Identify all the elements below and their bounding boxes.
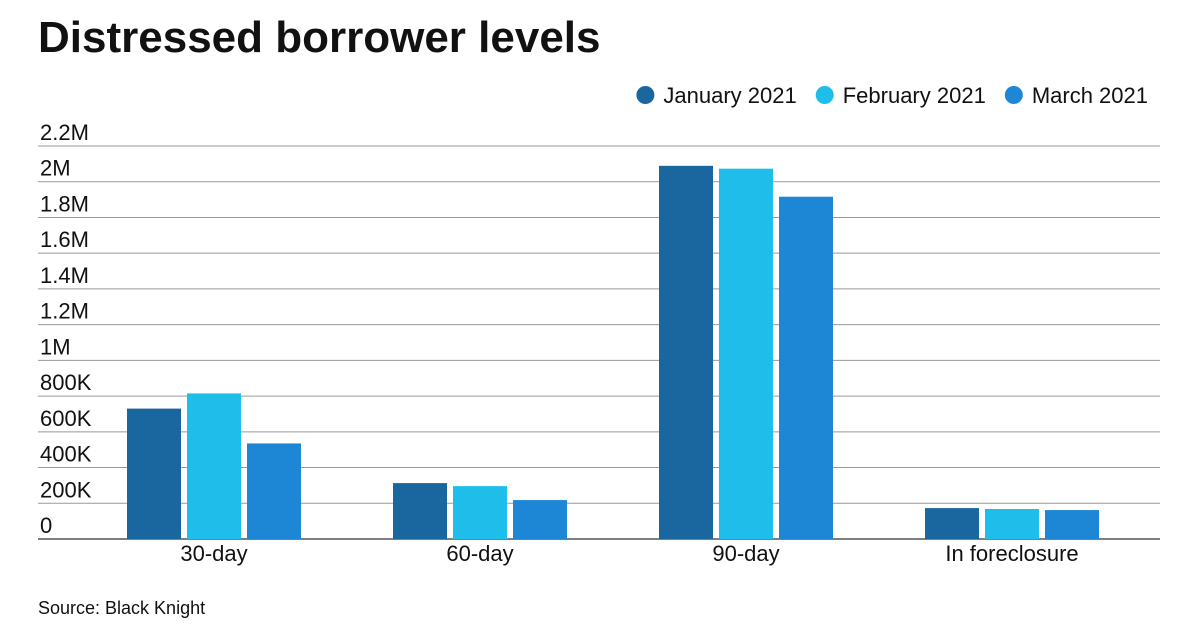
x-tick-label: 60-day: [446, 541, 513, 566]
bar: [453, 486, 507, 539]
bar: [779, 196, 833, 539]
y-tick-label: 0: [40, 513, 52, 538]
y-tick-label: 1M: [40, 334, 71, 359]
y-tick-label: 1.4M: [40, 263, 89, 288]
bar: [719, 168, 773, 539]
legend-marker: [1004, 86, 1023, 104]
x-tick-label: In foreclosure: [945, 541, 1078, 566]
bar: [127, 408, 181, 539]
legend-marker: [636, 86, 655, 104]
legend-marker: [815, 86, 834, 104]
bar: [187, 393, 241, 539]
bar: [659, 165, 713, 539]
bar: [393, 483, 447, 539]
x-tick-label: 30-day: [180, 541, 247, 566]
y-tick-label: 1.6M: [40, 227, 89, 252]
bar: [925, 508, 979, 539]
y-tick-label: 200K: [40, 477, 92, 502]
y-tick-label: 2.2M: [40, 120, 89, 145]
legend-label: February 2021: [843, 83, 986, 108]
y-tick-label: 600K: [40, 406, 92, 431]
y-tick-label: 1.2M: [40, 299, 89, 324]
bar: [1045, 510, 1099, 539]
x-tick-label: 90-day: [712, 541, 779, 566]
legend-label: January 2021: [663, 83, 796, 108]
bar: [247, 443, 301, 539]
legend-label: March 2021: [1032, 83, 1148, 108]
y-tick-label: 1.8M: [40, 191, 89, 216]
source: Source: Black Knight: [38, 598, 205, 618]
y-tick-label: 400K: [40, 442, 92, 467]
chart-title: Distressed borrower levels: [38, 13, 600, 62]
y-tick-label: 2M: [40, 156, 71, 181]
bar: [985, 508, 1039, 539]
bar: [513, 500, 567, 539]
y-tick-label: 800K: [40, 370, 92, 395]
